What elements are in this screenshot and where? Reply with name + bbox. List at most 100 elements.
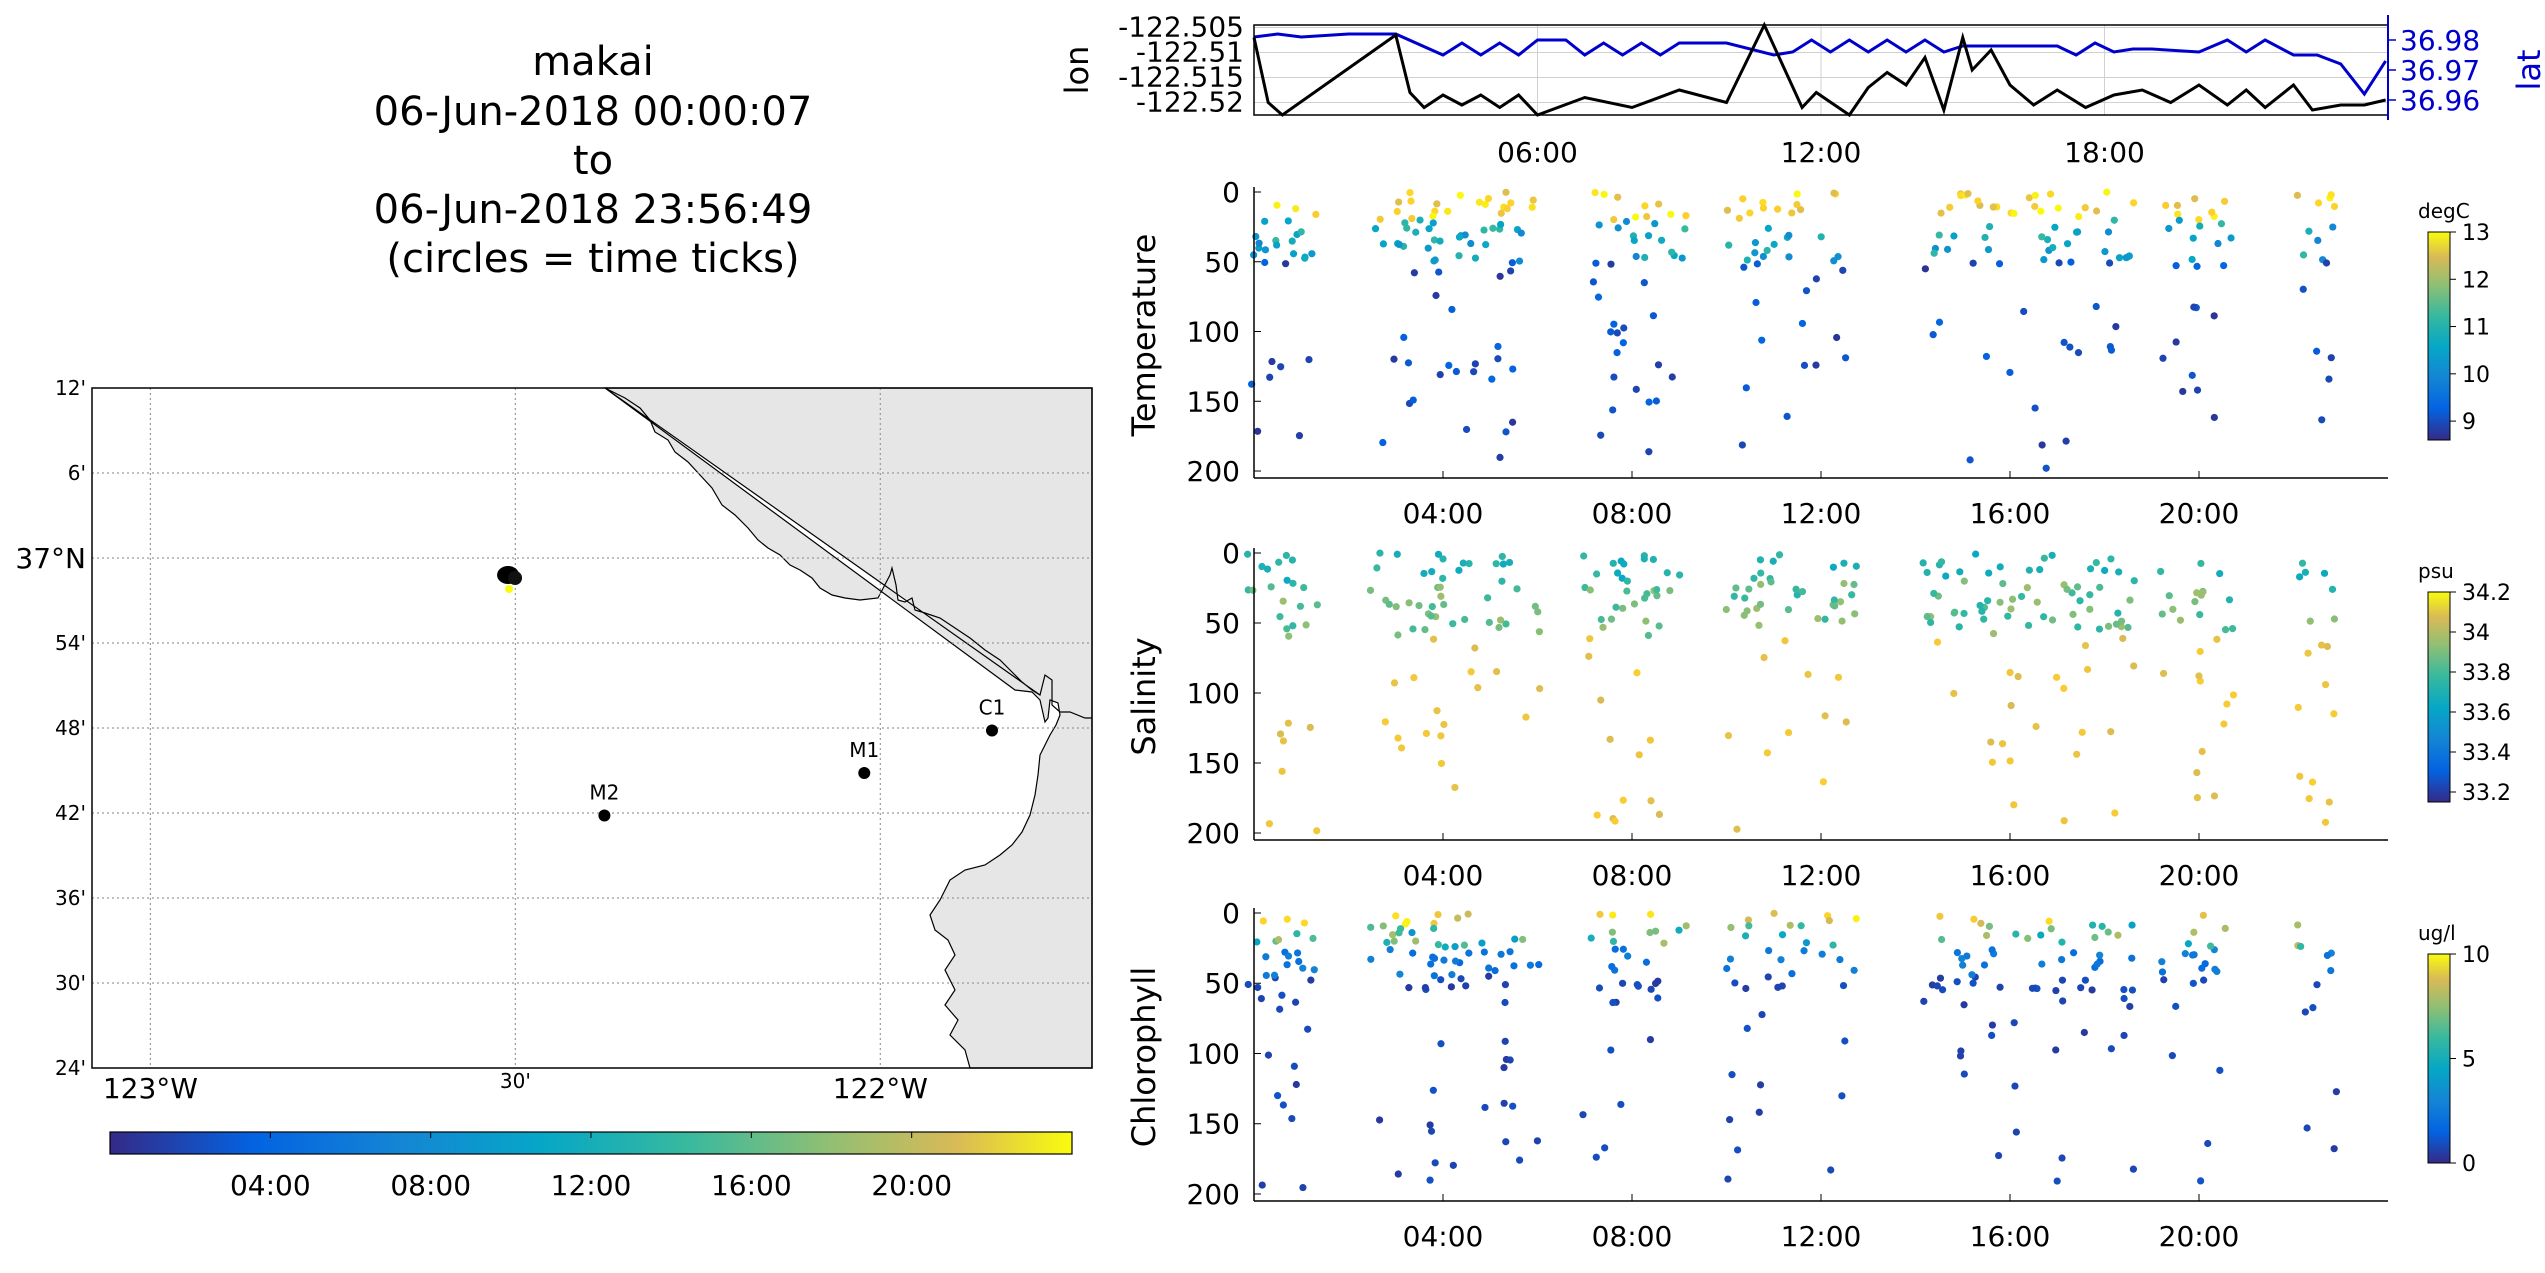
data-point <box>2115 254 2124 262</box>
data-point <box>1725 241 1733 249</box>
data-point <box>1510 962 1518 970</box>
data-point <box>1276 613 1284 621</box>
lon-axis-label: lon <box>1058 46 1096 95</box>
data-point <box>1497 220 1505 229</box>
data-point <box>2104 622 2113 630</box>
title-line-5: (circles = time ticks) <box>386 236 799 282</box>
data-point <box>1441 943 1449 951</box>
data-point <box>1273 1092 1282 1100</box>
colorbar-tick-label: 20:00 <box>871 1169 952 1202</box>
data-point <box>1481 1103 1489 1112</box>
data-point <box>2221 626 2230 634</box>
data-point <box>1288 556 1297 564</box>
data-point <box>1935 318 1944 326</box>
data-point <box>1313 601 1321 609</box>
data-point <box>2078 728 2086 736</box>
data-point <box>2225 596 2234 604</box>
data-point <box>1460 941 1469 949</box>
map-lat-tick-label: 42' <box>55 801 86 825</box>
data-point <box>1966 456 1974 464</box>
data-point <box>1758 336 1766 344</box>
data-point <box>1425 225 1433 233</box>
data-point <box>1723 206 1732 214</box>
data-point <box>1751 249 1759 257</box>
track-point <box>505 585 514 593</box>
data-point <box>1649 312 1658 320</box>
data-point <box>1482 241 1490 249</box>
data-point <box>1496 453 1504 462</box>
data-point <box>1956 568 1964 576</box>
data-point <box>1777 956 1785 964</box>
data-point <box>1492 560 1500 568</box>
data-point <box>1921 265 1929 273</box>
data-point <box>1381 718 1389 726</box>
data-point <box>2308 778 2317 786</box>
data-point <box>2014 672 2022 681</box>
data-point <box>1522 713 1530 721</box>
map-lon-tick-label: 122°W <box>833 1072 928 1105</box>
time-colorbar-ticks: 04:00 08:00 12:00 16:00 20:00 <box>230 1132 952 1202</box>
data-point <box>1395 198 1403 206</box>
data-point <box>1667 210 1675 218</box>
data-point <box>1292 205 1300 213</box>
data-point <box>2110 216 2118 224</box>
data-point <box>2077 984 2085 992</box>
data-point <box>1429 953 1437 961</box>
data-point <box>1610 373 1618 381</box>
data-point <box>1279 597 1287 605</box>
data-point <box>1610 320 1618 328</box>
data-point <box>1526 961 1534 969</box>
data-point <box>2322 259 2331 267</box>
data-point <box>1825 917 1833 925</box>
colorbar-tick-label: 13 <box>2462 221 2490 246</box>
data-point <box>2216 570 2224 578</box>
data-point <box>2296 772 2304 780</box>
data-point <box>1440 720 1448 729</box>
data-point <box>2073 583 2082 591</box>
data-point <box>1507 267 1515 275</box>
data-point <box>1528 203 1536 211</box>
data-point <box>1397 744 1406 752</box>
data-point <box>2069 610 2077 618</box>
data-point <box>1449 1161 1457 1169</box>
data-point <box>1474 684 1482 692</box>
data-point <box>1722 605 1730 614</box>
data-point <box>1432 291 1440 300</box>
data-point <box>1839 981 1848 990</box>
data-point <box>1493 667 1501 676</box>
data-point <box>2173 201 2182 210</box>
map-tick-labels: 12' 6' 37°N 54' 48' 42' 36' 30' 24' 123°W 30' 122°W <box>15 376 927 1105</box>
lonlat-x-tick-label: 18:00 <box>2064 136 2145 169</box>
data-point <box>1964 190 1972 198</box>
data-point <box>2040 255 2048 264</box>
station-marker <box>858 767 871 780</box>
data-point <box>1408 214 1416 223</box>
data-point <box>1613 329 1621 337</box>
data-point <box>2210 413 2218 422</box>
data-point <box>1644 631 1653 640</box>
data-point <box>2305 795 2313 803</box>
lon-tick-label: -122.515 <box>1118 61 1244 94</box>
data-point <box>1485 618 1493 627</box>
data-point <box>1937 209 1945 217</box>
data-point <box>1608 928 1616 936</box>
data-point <box>2093 960 2101 968</box>
data-point <box>1943 245 1952 253</box>
data-point <box>1793 200 1801 209</box>
lat-tick-label: 36.97 <box>2400 54 2480 87</box>
lat-tick-label: 36.96 <box>2400 84 2480 117</box>
data-point <box>1507 199 1515 207</box>
data-point <box>1279 737 1288 745</box>
y-tick-label: 50 <box>1204 967 1240 1000</box>
data-point <box>2169 605 2177 613</box>
data-point <box>1960 1070 1968 1078</box>
data-point <box>1498 577 1506 585</box>
data-point <box>1619 339 1627 347</box>
data-point <box>1770 240 1778 248</box>
data-point <box>1819 778 1828 786</box>
data-point <box>2038 233 2046 241</box>
data-point <box>1988 1031 1996 1040</box>
data-point <box>1798 319 1807 328</box>
data-point <box>2038 960 2046 968</box>
